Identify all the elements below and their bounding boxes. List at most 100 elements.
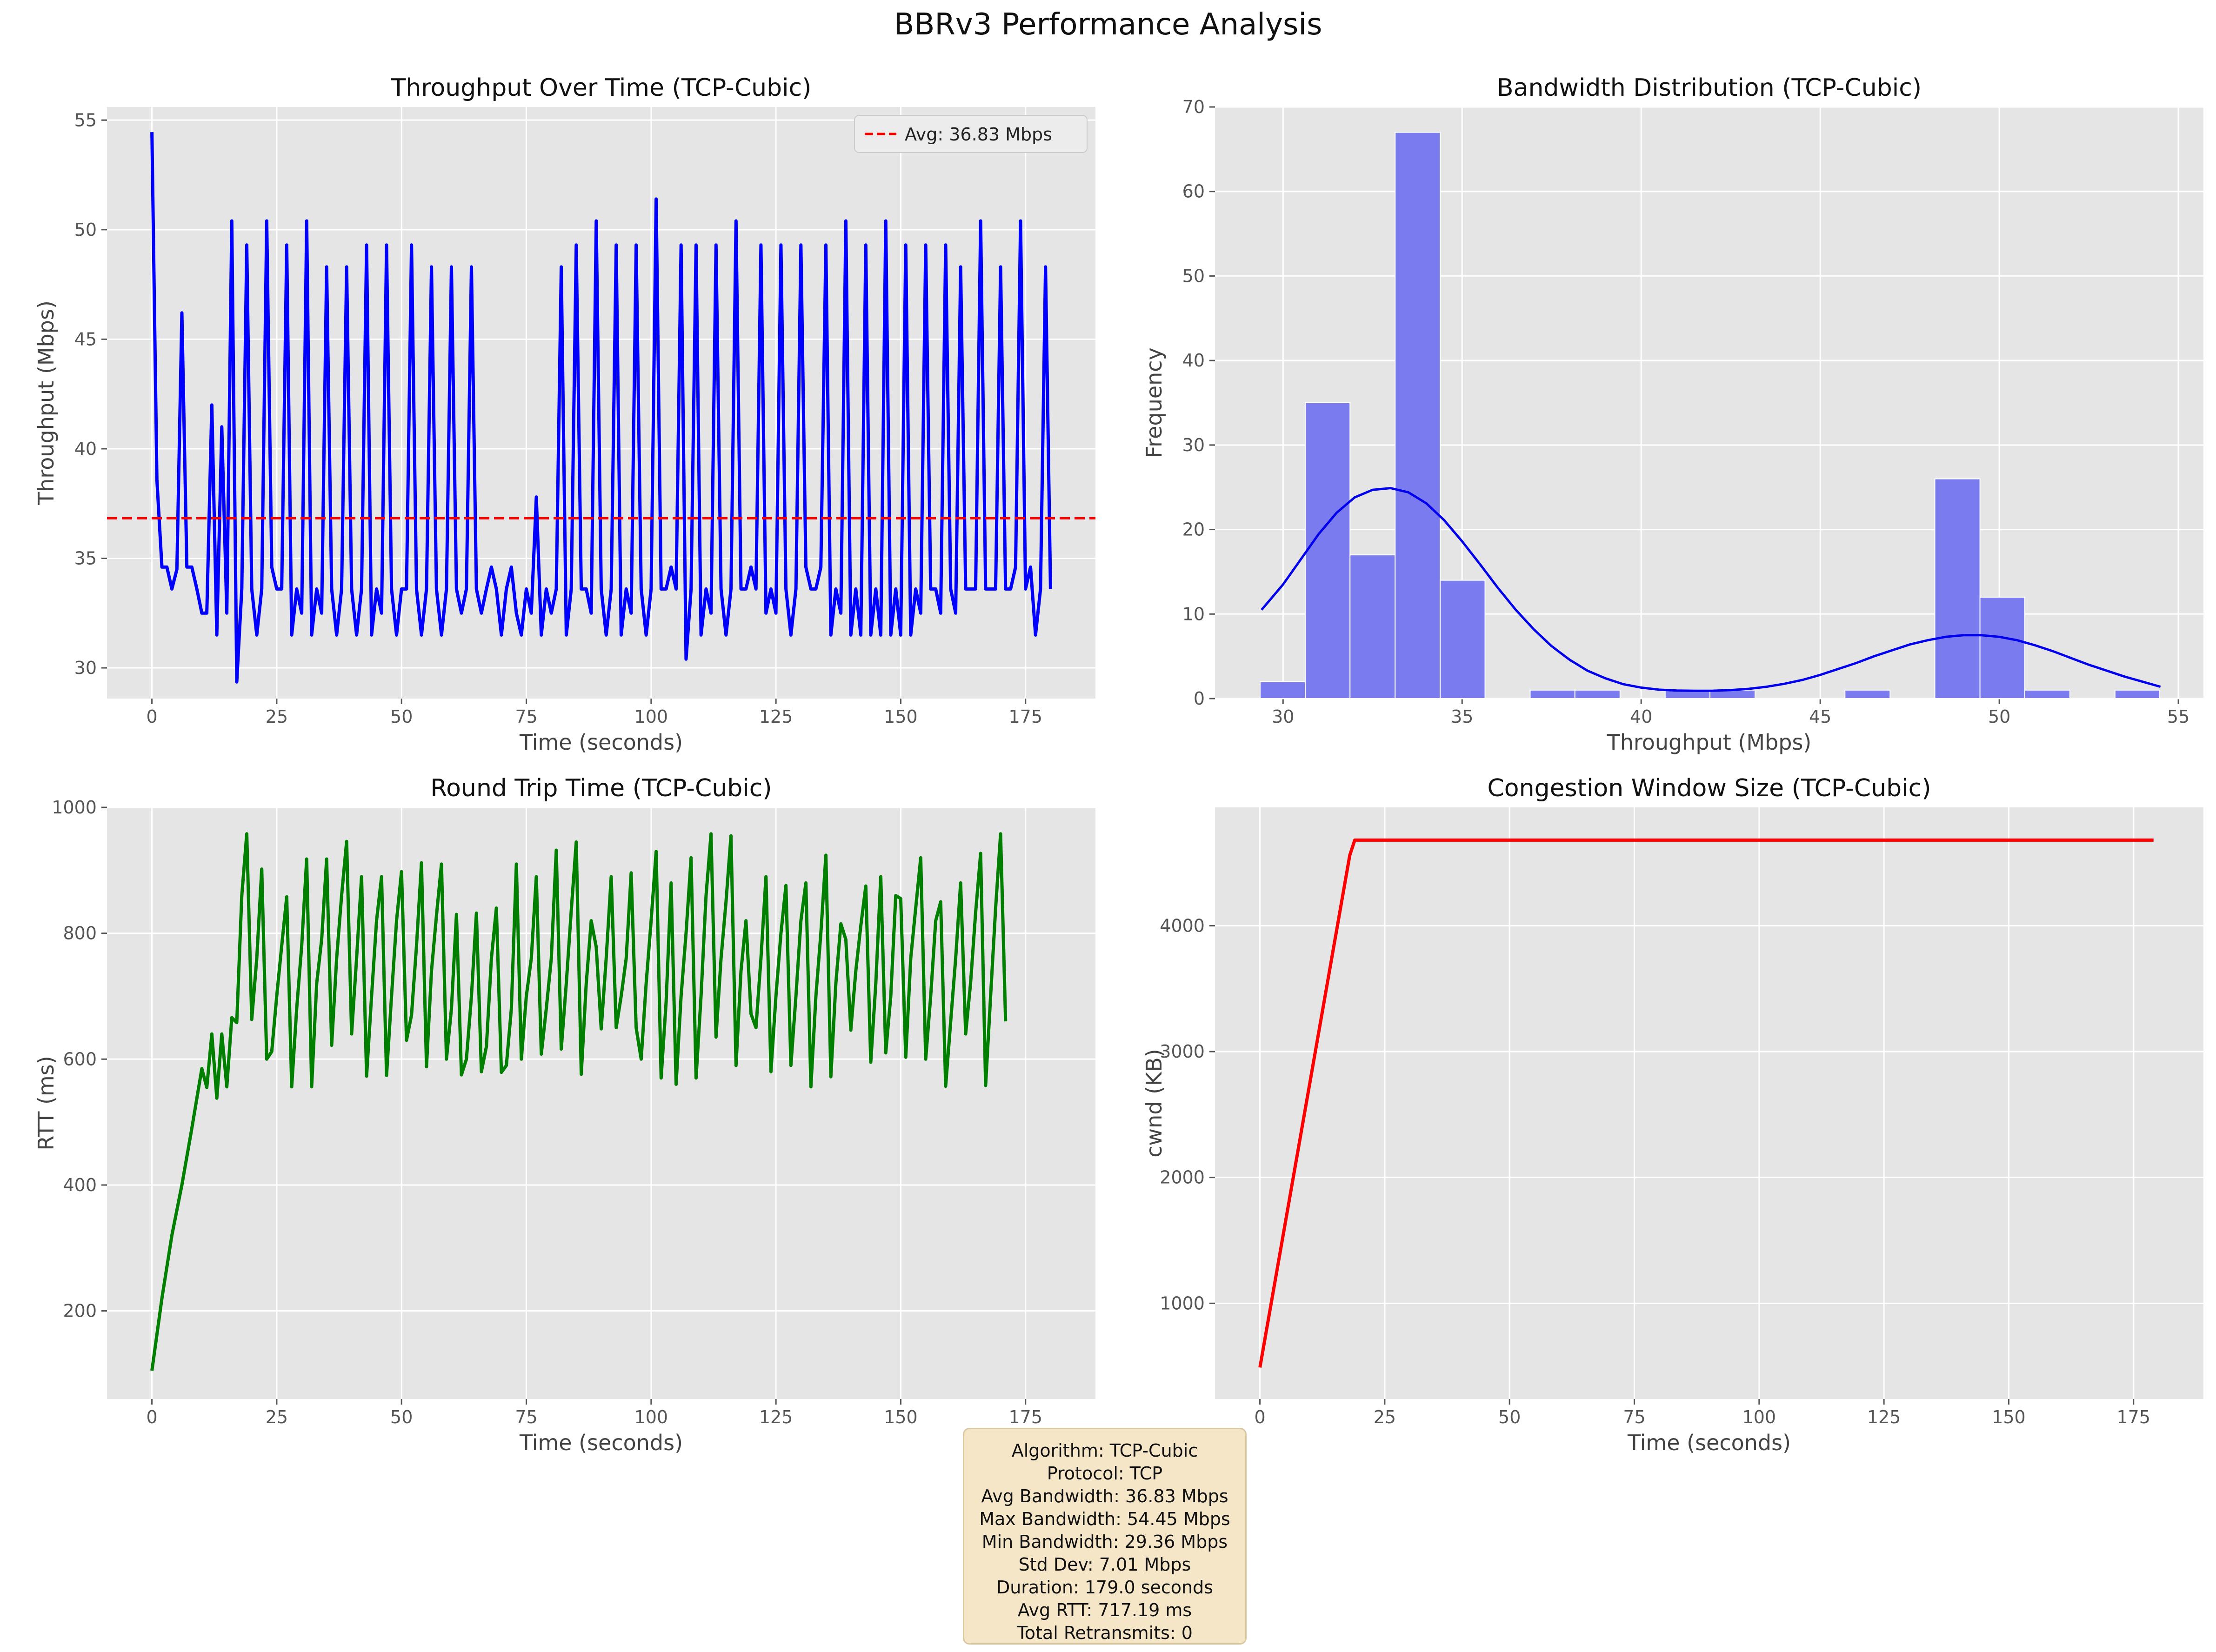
chart-panels: 0 25 50 75 100 125 150 175303540455055Throughpu… [33, 74, 2203, 1455]
cwnd-y-tick-label: 4000 [1160, 915, 1205, 936]
rtt-series-line [150, 832, 1008, 1371]
rtt-x-tick-label: 0 [146, 1407, 157, 1427]
throughput-legend: Avg: 36.83 Mbps [854, 115, 1088, 153]
throughput-y-tick-label: 35 [74, 548, 97, 568]
legend-box [854, 115, 1088, 153]
bandwidth-histogram-x-axis-label: Throughput (Mbps) [1607, 730, 1812, 755]
rtt-y-tick-label: 200 [63, 1301, 97, 1321]
cwnd-x-tick-label: 100 [1742, 1407, 1776, 1427]
rtt-x-tick-label: 50 [390, 1407, 413, 1427]
bandwidth-histogram-marks [1260, 132, 2161, 699]
cwnd-y-tick-label: 1000 [1160, 1293, 1205, 1313]
cwnd-x-tick-label: 125 [1867, 1407, 1901, 1427]
cwnd-marks [1258, 838, 2154, 1368]
stats-total-retransmits: Total Retransmits: 0 [1017, 1623, 1193, 1643]
throughput-x-tick-label: 100 [634, 706, 668, 727]
throughput-x-tick-label: 50 [390, 706, 413, 727]
stats-avg-rtt: Avg RTT: 717.19 ms [1017, 1600, 1192, 1620]
stats-duration: Duration: 179.0 seconds [996, 1577, 1214, 1598]
stats-algorithm: Algorithm: TCP-Cubic [1011, 1440, 1198, 1461]
rtt-y-tick-label: 600 [63, 1049, 97, 1069]
rtt-panel: 0 25 50 75 100 125 150 175 200 400 600 800 1000 Round… [33, 774, 1095, 1455]
stats-std-dev: Std Dev: 7.01 Mbps [1018, 1554, 1191, 1575]
stats-protocol: Protocol: TCP [1047, 1463, 1163, 1484]
histogram-bar [1844, 689, 1891, 699]
cwnd-plot-area [1215, 807, 2203, 1399]
cwnd-x-tick-label: 25 [1374, 1407, 1396, 1427]
bandwidth-histogram-y-axis-label: Frequency [1141, 347, 1167, 458]
bandwidth-histogram-x-tick-label: 55 [2167, 706, 2189, 727]
throughput-x-tick-label: 175 [1008, 706, 1042, 727]
bandwidth-histogram-y-tick-label: 0 [1194, 688, 1205, 709]
cwnd-y-tick-label: 3000 [1160, 1041, 1205, 1062]
bandwidth-histogram-x-tick-label: 30 [1272, 706, 1294, 727]
throughput-x-tick-label: 25 [266, 706, 288, 727]
throughput-x-axis-label: Time (seconds) [519, 730, 683, 755]
stats-max-bandwidth: Max Bandwidth: 54.45 Mbps [979, 1509, 1230, 1529]
rtt-y-tick-label: 1000 [52, 797, 97, 818]
histogram-bar [1349, 554, 1396, 699]
throughput-y-tick-label: 45 [74, 329, 97, 349]
rtt-y-tick-label: 400 [63, 1175, 97, 1195]
throughput-y-tick-label: 55 [74, 110, 97, 130]
throughput-y-axis-label: Throughput (Mbps) [33, 300, 59, 506]
legend-entry: Avg: 36.83 Mbps [905, 124, 1052, 145]
cwnd-series-line [1258, 838, 2154, 1368]
rtt-marks [150, 832, 1008, 1371]
bandwidth-histogram-x-tick-label: 45 [1809, 706, 1831, 727]
cwnd-x-tick-label: 75 [1623, 1407, 1645, 1427]
histogram-bar [1529, 689, 1575, 699]
histogram-bar [1260, 681, 1306, 699]
histogram-bar [1574, 689, 1621, 699]
rtt-x-tick-label: 175 [1008, 1407, 1042, 1427]
bandwidth-histogram-y-tick-label: 70 [1182, 97, 1205, 117]
throughput-y-tick-label: 40 [74, 439, 97, 459]
throughput-series-line [150, 132, 1052, 684]
throughput-panel: 0 25 50 75 100 125 150 175 30 35 40 45 50 55 Throughpu… [33, 74, 1095, 755]
rtt-title: Round Trip Time (TCP-Cubic) [430, 774, 772, 802]
stats-box: Algorithm: TCP-Cubic Protocol: TCP Avg B… [963, 1428, 1247, 1645]
histogram-bar [2024, 689, 2070, 699]
cwnd-x-tick-label: 175 [2116, 1407, 2150, 1427]
throughput-x-tick-label: 125 [759, 706, 793, 727]
bandwidth-histogram-x-tick-label: 50 [1988, 706, 2010, 727]
histogram-bar [1979, 596, 2025, 699]
throughput-x-tick-label: 150 [884, 706, 918, 727]
bandwidth-histogram-panel: 30 35 40 45 50 55 0 10 20 30 40 50 60 70 Bandwidth Dis… [1141, 74, 2203, 755]
cwnd-y-axis-label: cwnd (KB) [1141, 1049, 1167, 1158]
bandwidth-histogram-y-tick-label: 30 [1182, 435, 1205, 455]
bandwidth-histogram-y-tick-label: 40 [1182, 350, 1205, 371]
bandwidth-histogram-y-tick-label: 50 [1182, 266, 1205, 286]
stats-min-bandwidth: Min Bandwidth: 29.36 Mbps [981, 1532, 1228, 1552]
throughput-x-tick-label: 0 [146, 706, 157, 727]
bandwidth-histogram-y-tick-label: 10 [1182, 604, 1205, 624]
bandwidth-histogram-y-tick-label: 60 [1182, 181, 1205, 202]
cwnd-x-tick-label: 50 [1498, 1407, 1521, 1427]
rtt-x-tick-label: 125 [759, 1407, 793, 1427]
rtt-x-axis-label: Time (seconds) [519, 1430, 683, 1455]
bandwidth-histogram-y-tick-label: 20 [1182, 520, 1205, 540]
histogram-bar [2114, 689, 2161, 699]
rtt-plot-area [107, 807, 1095, 1399]
histogram-bar [1440, 580, 1486, 699]
histogram-bar [1934, 478, 1981, 699]
rtt-y-axis-label: RTT (ms) [33, 1056, 59, 1150]
rtt-x-tick-label: 150 [884, 1407, 918, 1427]
cwnd-x-axis-label: Time (seconds) [1627, 1430, 1791, 1455]
bandwidth-histogram-x-tick-label: 35 [1451, 706, 1473, 727]
cwnd-title: Congestion Window Size (TCP-Cubic) [1487, 774, 1931, 802]
throughput-marks [107, 132, 1095, 684]
cwnd-x-tick-label: 0 [1254, 1407, 1265, 1427]
histogram-bar [1305, 402, 1351, 699]
rtt-x-tick-label: 100 [634, 1407, 668, 1427]
bandwidth-histogram-title: Bandwidth Distribution (TCP-Cubic) [1497, 74, 1922, 102]
histogram-bar [1395, 132, 1441, 699]
rtt-x-tick-label: 25 [266, 1407, 288, 1427]
throughput-x-tick-label: 75 [515, 706, 537, 727]
kde-curve [1261, 486, 2161, 692]
stats-avg-bandwidth: Avg Bandwidth: 36.83 Mbps [981, 1486, 1228, 1506]
throughput-title: Throughput Over Time (TCP-Cubic) [391, 74, 812, 102]
throughput-y-tick-label: 30 [74, 658, 97, 678]
rtt-x-tick-label: 75 [515, 1407, 537, 1427]
figure-title: BBRv3 Performance Analysis [894, 7, 1322, 42]
